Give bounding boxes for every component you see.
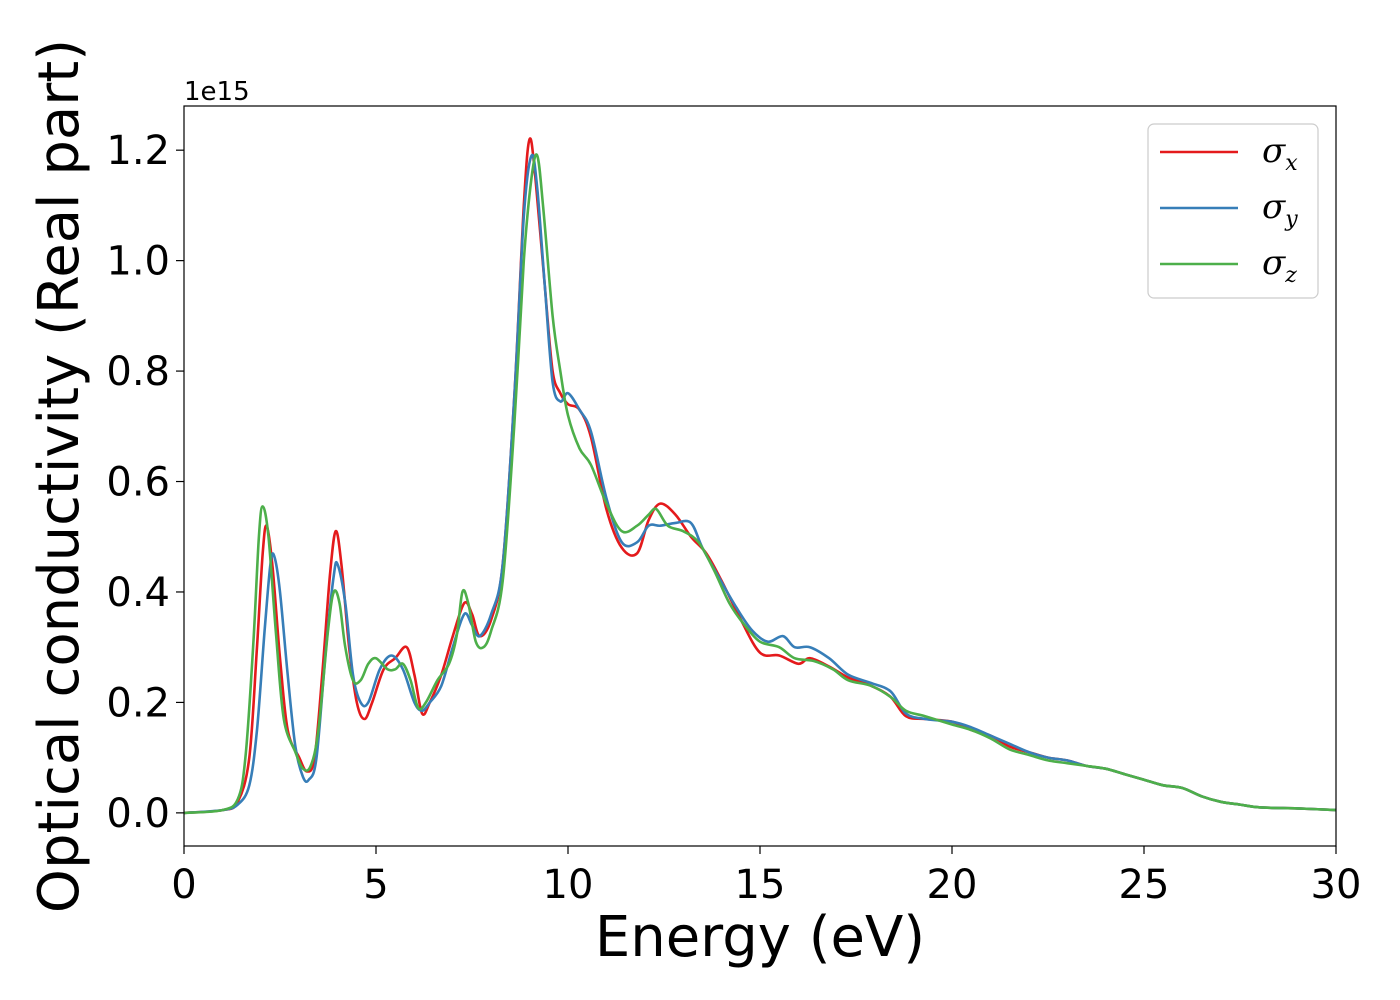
y-offset-label: 1e15 (184, 77, 250, 107)
x-axis-label: Energy (eV) (595, 905, 925, 970)
legend-label-z: σz (1262, 243, 1297, 288)
y-tick-label: 1.2 (106, 128, 170, 174)
legend-symbol: σ (1262, 187, 1286, 227)
x-tick-label: 15 (735, 862, 786, 908)
y-tick-label: 0.2 (106, 680, 170, 726)
y-tick-label: 0.0 (106, 791, 170, 837)
legend-label-y: σy (1262, 187, 1298, 232)
x-tick-label: 20 (927, 862, 978, 908)
y-tick-label: 0.6 (106, 460, 170, 506)
legend-frame (1147, 123, 1319, 299)
legend-subscript: x (1285, 151, 1298, 176)
y-tick-label: 0.4 (106, 570, 170, 616)
y-axis-label: Optical conductivity (Real part) (27, 39, 92, 913)
x-tick-label: 0 (171, 862, 196, 908)
x-tick-label: 10 (543, 862, 594, 908)
series-line-z (183, 153, 1337, 815)
legend-subscript: y (1284, 207, 1298, 232)
y-tick-label: 0.8 (106, 349, 170, 395)
y-axis-ticks: 0.0 0.2 0.4 0.6 0.8 1.0 1.2 (106, 128, 184, 837)
x-axis-ticks: 0 5 10 15 20 25 30 (171, 846, 1361, 908)
legend-label-x: σx (1262, 131, 1298, 176)
y-tick-label: 1.0 (106, 239, 170, 285)
legend-symbol: σ (1262, 131, 1286, 171)
series-group (183, 137, 1337, 815)
x-tick-label: 25 (1119, 862, 1170, 908)
x-tick-label: 30 (1311, 862, 1362, 908)
legend-symbol: σ (1262, 243, 1286, 283)
legend-subscript: z (1284, 263, 1297, 288)
x-tick-label: 5 (363, 862, 388, 908)
